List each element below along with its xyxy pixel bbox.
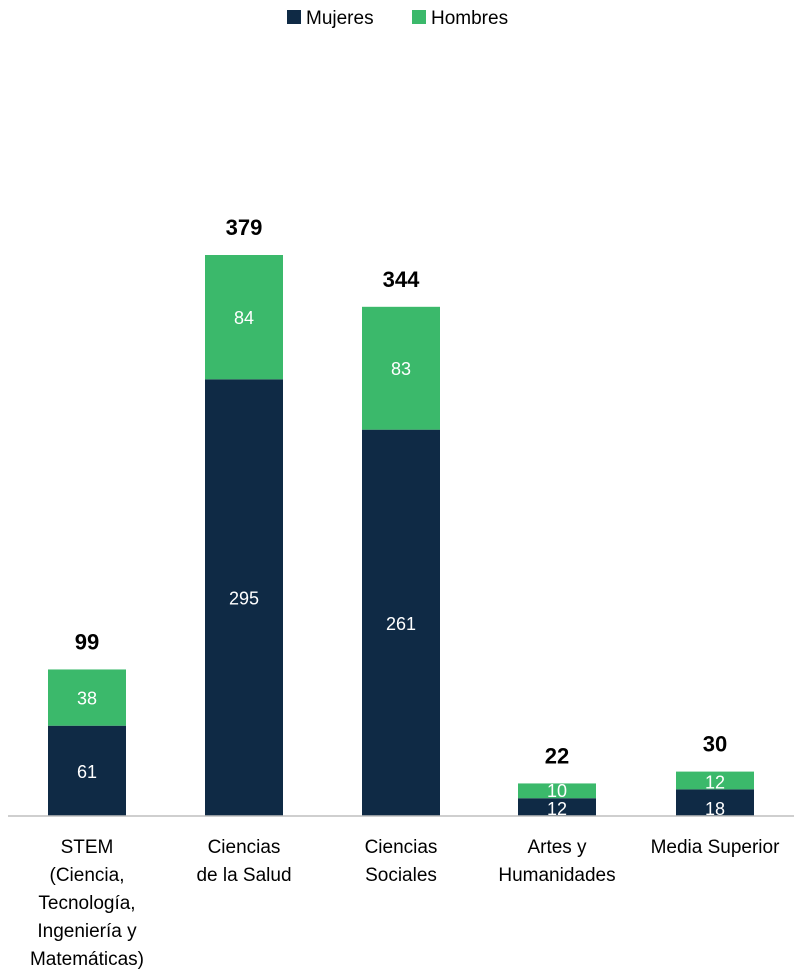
data-label-mujeres: 61 [77, 762, 97, 782]
bar-segment-hombres [518, 783, 596, 799]
bar-segment-mujeres [362, 429, 440, 816]
data-label-hombres: 38 [77, 689, 97, 709]
bar-segment-mujeres [518, 798, 596, 816]
total-label: 379 [226, 215, 263, 240]
bar-segment-hombres [48, 669, 126, 726]
total-label: 22 [545, 743, 569, 768]
data-label-mujeres: 295 [229, 589, 259, 609]
data-label-hombres: 10 [547, 781, 567, 801]
category-label: Artes y Humanidades [498, 837, 615, 886]
bar-segment-mujeres [48, 725, 126, 816]
data-label-mujeres: 12 [547, 799, 567, 819]
category-label: Ciencias de la Salud [196, 837, 291, 886]
data-label-hombres: 84 [234, 308, 254, 328]
legend-swatch-hombres [412, 10, 426, 24]
category-labels: STEM (Ciencia, Tecnología, Ingeniería y Mate… [30, 837, 780, 970]
total-label: 99 [75, 629, 99, 654]
total-label: 344 [383, 267, 420, 292]
category-label: Media Superior [651, 837, 781, 858]
bar-segment-hombres [362, 306, 440, 430]
bar-segment-mujeres [205, 379, 283, 816]
category-label: STEM (Ciencia, Tecnología, Ingeniería y Mate… [30, 837, 144, 970]
legend-label-mujeres: Mujeres [306, 8, 374, 29]
legend: Mujeres Hombres [287, 8, 508, 29]
data-label-mujeres: 261 [386, 614, 416, 634]
bar-segment-mujeres [676, 789, 754, 816]
data-label-hombres: 12 [705, 772, 725, 792]
data-label-mujeres: 18 [705, 799, 725, 819]
data-label-hombres: 83 [391, 359, 411, 379]
bar-segment-hombres [676, 771, 754, 790]
legend-label-hombres: Hombres [431, 8, 508, 29]
legend-swatch-mujeres [287, 10, 301, 24]
bar-segment-hombres [205, 255, 283, 380]
total-label: 30 [703, 732, 727, 757]
category-label: Ciencias Sociales [365, 837, 438, 886]
